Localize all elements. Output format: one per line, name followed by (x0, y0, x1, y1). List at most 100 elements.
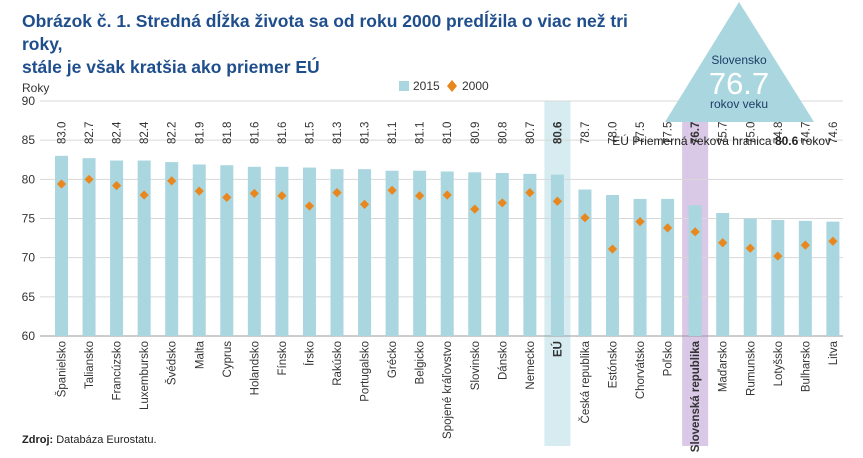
marker-2000 (359, 199, 370, 209)
value-label: 81.6 (249, 122, 261, 144)
marker-2000 (470, 204, 480, 214)
bar (358, 169, 372, 336)
value-label: 82.2 (167, 122, 179, 144)
category-label: Fínsko (277, 341, 289, 376)
category-label: Rumunsko (745, 341, 757, 396)
value-label: 82.7 (84, 122, 96, 144)
value-label: 81.5 (304, 122, 316, 144)
legend-label-2000: 2000 (462, 79, 489, 93)
bar (440, 171, 454, 336)
bar (468, 172, 482, 336)
category-label: Spojené kráľovstvo (442, 341, 454, 439)
category-label: Litva (828, 340, 840, 365)
category-label: Belgicko (415, 341, 427, 384)
category-label: Portugalsko (360, 341, 372, 402)
bar (661, 198, 675, 336)
marker-2000 (387, 185, 397, 195)
bar (743, 218, 757, 336)
marker-2000 (745, 243, 755, 253)
value-label: 82.4 (112, 121, 124, 144)
marker-2000 (112, 181, 122, 191)
bar (523, 173, 537, 336)
value-label: 81.8 (222, 122, 234, 144)
legend-label-2015: 2015 (413, 79, 440, 93)
eu-average-note: EÚ Priemerná veková hranica 80.6 rokov (612, 133, 831, 148)
value-label: 74.6 (828, 122, 840, 144)
category-label: Malta (194, 340, 206, 369)
bar (716, 213, 730, 336)
source-label: Zdroj: (22, 434, 54, 446)
bar (385, 170, 399, 336)
category-label: Holandsko (249, 341, 261, 395)
marker-2000 (497, 198, 507, 208)
value-label: 81.0 (442, 122, 454, 144)
value-label: 80.7 (525, 122, 537, 144)
category-label: Estónsko (608, 341, 620, 388)
category-label: Lotyšsko (773, 341, 785, 386)
eu-note-value: 80.6 (775, 134, 799, 148)
y-tick-label: 90 (22, 94, 36, 108)
value-label: 80.8 (497, 122, 509, 144)
y-axis-label: Roky (22, 81, 49, 95)
bar (192, 164, 206, 336)
marker-2000 (332, 188, 342, 198)
marker-2000 (415, 191, 425, 201)
marker-2000 (249, 188, 259, 199)
legend-swatch-2015 (399, 81, 409, 91)
value-label: 78.7 (580, 122, 592, 144)
category-label: Maďarsko (718, 341, 730, 392)
bar (137, 160, 151, 336)
y-tick-label: 60 (22, 329, 36, 343)
callout-unit: rokov veku (710, 97, 768, 111)
bar (578, 189, 592, 336)
legend-swatch-2000 (447, 80, 457, 92)
marker-2000 (139, 190, 149, 200)
marker-2000 (277, 191, 287, 201)
value-label: 74.8 (773, 122, 785, 144)
bar (688, 205, 702, 336)
bar (606, 195, 619, 336)
y-tick-label: 65 (22, 290, 36, 304)
bar (55, 155, 68, 336)
category-label: Švédsko (166, 341, 179, 385)
category-label: Nemecko (525, 341, 537, 390)
chart-title: Obrázok č. 1. Stredná dĺžka života sa od… (22, 10, 662, 79)
category-label: Írsko (303, 341, 316, 366)
marker-2000 (552, 196, 562, 206)
category-label: Taliansko (84, 341, 96, 389)
value-label: 81.3 (360, 122, 372, 144)
y-tick-label: 70 (22, 251, 36, 265)
callout-country: Slovensko (711, 53, 767, 67)
y-tick-label: 85 (22, 133, 36, 147)
marker-2000 (773, 251, 783, 261)
category-label: Chorvátsko (635, 341, 647, 399)
category-label: Grécko (387, 341, 399, 378)
value-label: 77.5 (635, 122, 647, 144)
value-label: 81.1 (387, 122, 399, 144)
marker-2000 (718, 238, 728, 248)
marker-2000 (607, 244, 618, 254)
eu-note-prefix: EÚ Priemerná veková hranica (612, 133, 775, 148)
slovakia-callout-triangle (665, 2, 814, 122)
bar (495, 173, 509, 336)
bar (110, 160, 124, 336)
category-label: Dánsko (497, 341, 509, 380)
marker-2000 (580, 213, 590, 223)
value-label: 81.3 (332, 122, 344, 144)
marker-2000 (194, 186, 204, 196)
bar (413, 170, 427, 336)
value-label: 83.0 (57, 122, 69, 144)
bar (247, 166, 261, 336)
bar (771, 220, 785, 336)
bar (633, 198, 647, 336)
marker-2000 (663, 223, 673, 233)
value-label: 76.7 (690, 122, 702, 144)
category-label: Slovenská republika (690, 340, 702, 452)
category-label: EÚ (551, 341, 564, 357)
bar (82, 158, 96, 336)
marker-2000 (304, 201, 315, 211)
source-text: Databáza Eurostatu. (53, 434, 157, 446)
value-label: 77.5 (663, 122, 675, 144)
value-label: 82.4 (139, 121, 151, 144)
